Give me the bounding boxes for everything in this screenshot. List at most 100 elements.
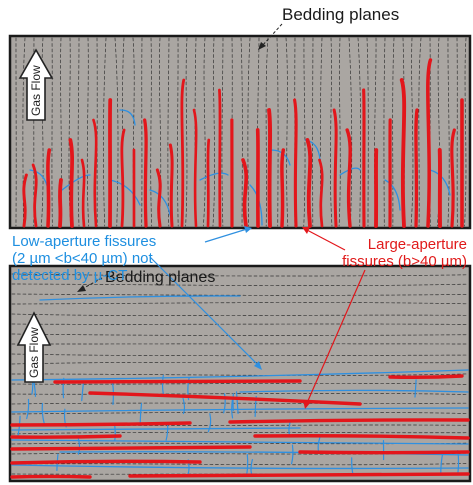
gas-flow-arrow-top: Gas Flow: [18, 48, 54, 121]
large-aperture-fissure: [10, 434, 122, 439]
arrow-low-to-top: [204, 228, 248, 243]
bedding-line: [68, 37, 71, 227]
low-aperture-fissure: [246, 454, 249, 476]
large-aperture-fissure: [46, 148, 52, 228]
gas-flow-label-bottom: Gas Flow: [27, 327, 41, 378]
large-aperture-fissure: [414, 108, 419, 228]
bedding-line: [240, 37, 243, 227]
bedding-line: [132, 37, 136, 227]
bedding-planes-label-top: Bedding planes: [282, 5, 400, 24]
large-aperture-fissure: [143, 118, 148, 228]
arrow-low-to-bottom: [149, 256, 259, 366]
low-aperture-fissure: [119, 109, 136, 126]
large-aperture-fissure: [22, 173, 28, 228]
bedding-line: [257, 37, 260, 227]
large-aperture-fissure: [253, 434, 470, 440]
low-aperture-fissure: [11, 407, 469, 413]
large-aperture-fissure: [388, 374, 464, 379]
low-aperture-label-line-3: detected by µ-CT: [12, 267, 128, 284]
bedding-line: [285, 37, 289, 227]
bedding-line: [357, 37, 361, 227]
large-aperture-fissure: [267, 108, 273, 228]
low-aperture-fissure: [250, 458, 253, 475]
bedding-line: [374, 37, 377, 227]
large-aperture-fissure: [128, 472, 470, 478]
bedding-line: [11, 463, 469, 466]
large-aperture-fissure: [180, 78, 186, 228]
bedding-line: [418, 37, 422, 227]
low-aperture-fissure: [11, 464, 469, 470]
arrowhead-bedding-bottom: [77, 285, 86, 292]
large-aperture-fissure: [10, 459, 202, 465]
bedding-line: [366, 37, 369, 227]
arrowhead-low-to-top: [244, 226, 252, 233]
bedding-line: [265, 37, 269, 227]
bedding-line: [114, 37, 119, 227]
large-aperture-fissure: [10, 474, 92, 479]
bedding-line: [177, 37, 179, 227]
arrowhead-bedding-top: [258, 42, 266, 50]
low-aperture-fissure: [77, 436, 81, 455]
bedding-line: [11, 411, 469, 415]
low-aperture-fissure: [384, 179, 401, 211]
annotation-arrows: [77, 23, 366, 409]
bedding-line: [319, 37, 323, 227]
bedding-line: [122, 37, 125, 227]
bedding-line: [77, 37, 80, 227]
low-aperture-fissure: [41, 402, 45, 425]
large-aperture-fissure: [318, 158, 324, 228]
large-aperture-label: Large-aperture fissures (b>40 µm): [342, 236, 467, 270]
bedding-line: [221, 37, 224, 227]
large-aperture-fissure: [241, 158, 249, 228]
large-aperture-fissure: [332, 108, 338, 228]
large-aperture-label-line-2: fissures (b>40 µm): [342, 253, 467, 270]
large-aperture-fissure: [280, 148, 286, 228]
large-aperture-fissure: [305, 138, 313, 228]
bedding-line: [150, 37, 153, 227]
arrow-bedding-bottom: [81, 277, 103, 290]
gas-flow-arrow-bottom: Gas Flow: [16, 311, 52, 383]
low-aperture-fissure: [39, 295, 241, 301]
bedding-line: [11, 382, 469, 385]
low-aperture-fissure: [290, 444, 294, 465]
bedding-line: [11, 402, 469, 405]
low-aperture-label-line-1: Low-aperture fissures: [12, 233, 157, 250]
bedding-line: [276, 37, 279, 227]
low-aperture-fissure: [11, 369, 469, 381]
low-aperture-fissure: [440, 452, 444, 475]
large-aperture-fissure: [53, 379, 302, 384]
low-aperture-fissure: [149, 189, 171, 216]
large-aperture-fissure: [228, 418, 470, 424]
large-aperture-fissure: [345, 128, 352, 228]
low-aperture-fissure: [109, 179, 141, 206]
bedding-line: [11, 302, 469, 305]
bedding-line: [11, 283, 469, 286]
large-aperture-fissure: [206, 138, 211, 228]
large-aperture-fissure: [155, 168, 162, 228]
bedding-planes-label-bottom: Bedding planes: [105, 269, 216, 286]
large-aperture-fissure: [31, 163, 38, 228]
large-aperture-fissure: [218, 88, 222, 228]
bedding-line: [11, 373, 469, 376]
bedding-line: [247, 37, 251, 227]
low-aperture-fissure: [429, 169, 451, 196]
bedding-line: [86, 37, 90, 227]
low-aperture-fissure: [182, 397, 186, 415]
bedding-line: [447, 37, 450, 227]
bedding-line: [348, 37, 353, 227]
bedding-line: [11, 393, 469, 395]
low-aperture-fissure: [11, 439, 469, 445]
low-aperture-fissure: [231, 398, 234, 419]
gas-flow-label-top: Gas Flow: [29, 65, 43, 116]
large-aperture-fissure: [293, 98, 298, 228]
arrow-large-to-bottom: [306, 269, 366, 404]
bedding-line: [11, 273, 469, 277]
large-aperture-fissure: [168, 143, 174, 228]
top-large-aperture-fissures: [22, 58, 464, 228]
low-aperture-fissure: [207, 413, 212, 433]
bedding-line: [410, 37, 414, 227]
low-aperture-fissure: [33, 381, 37, 397]
low-aperture-fissure: [62, 377, 65, 399]
large-aperture-fissure: [120, 128, 126, 228]
